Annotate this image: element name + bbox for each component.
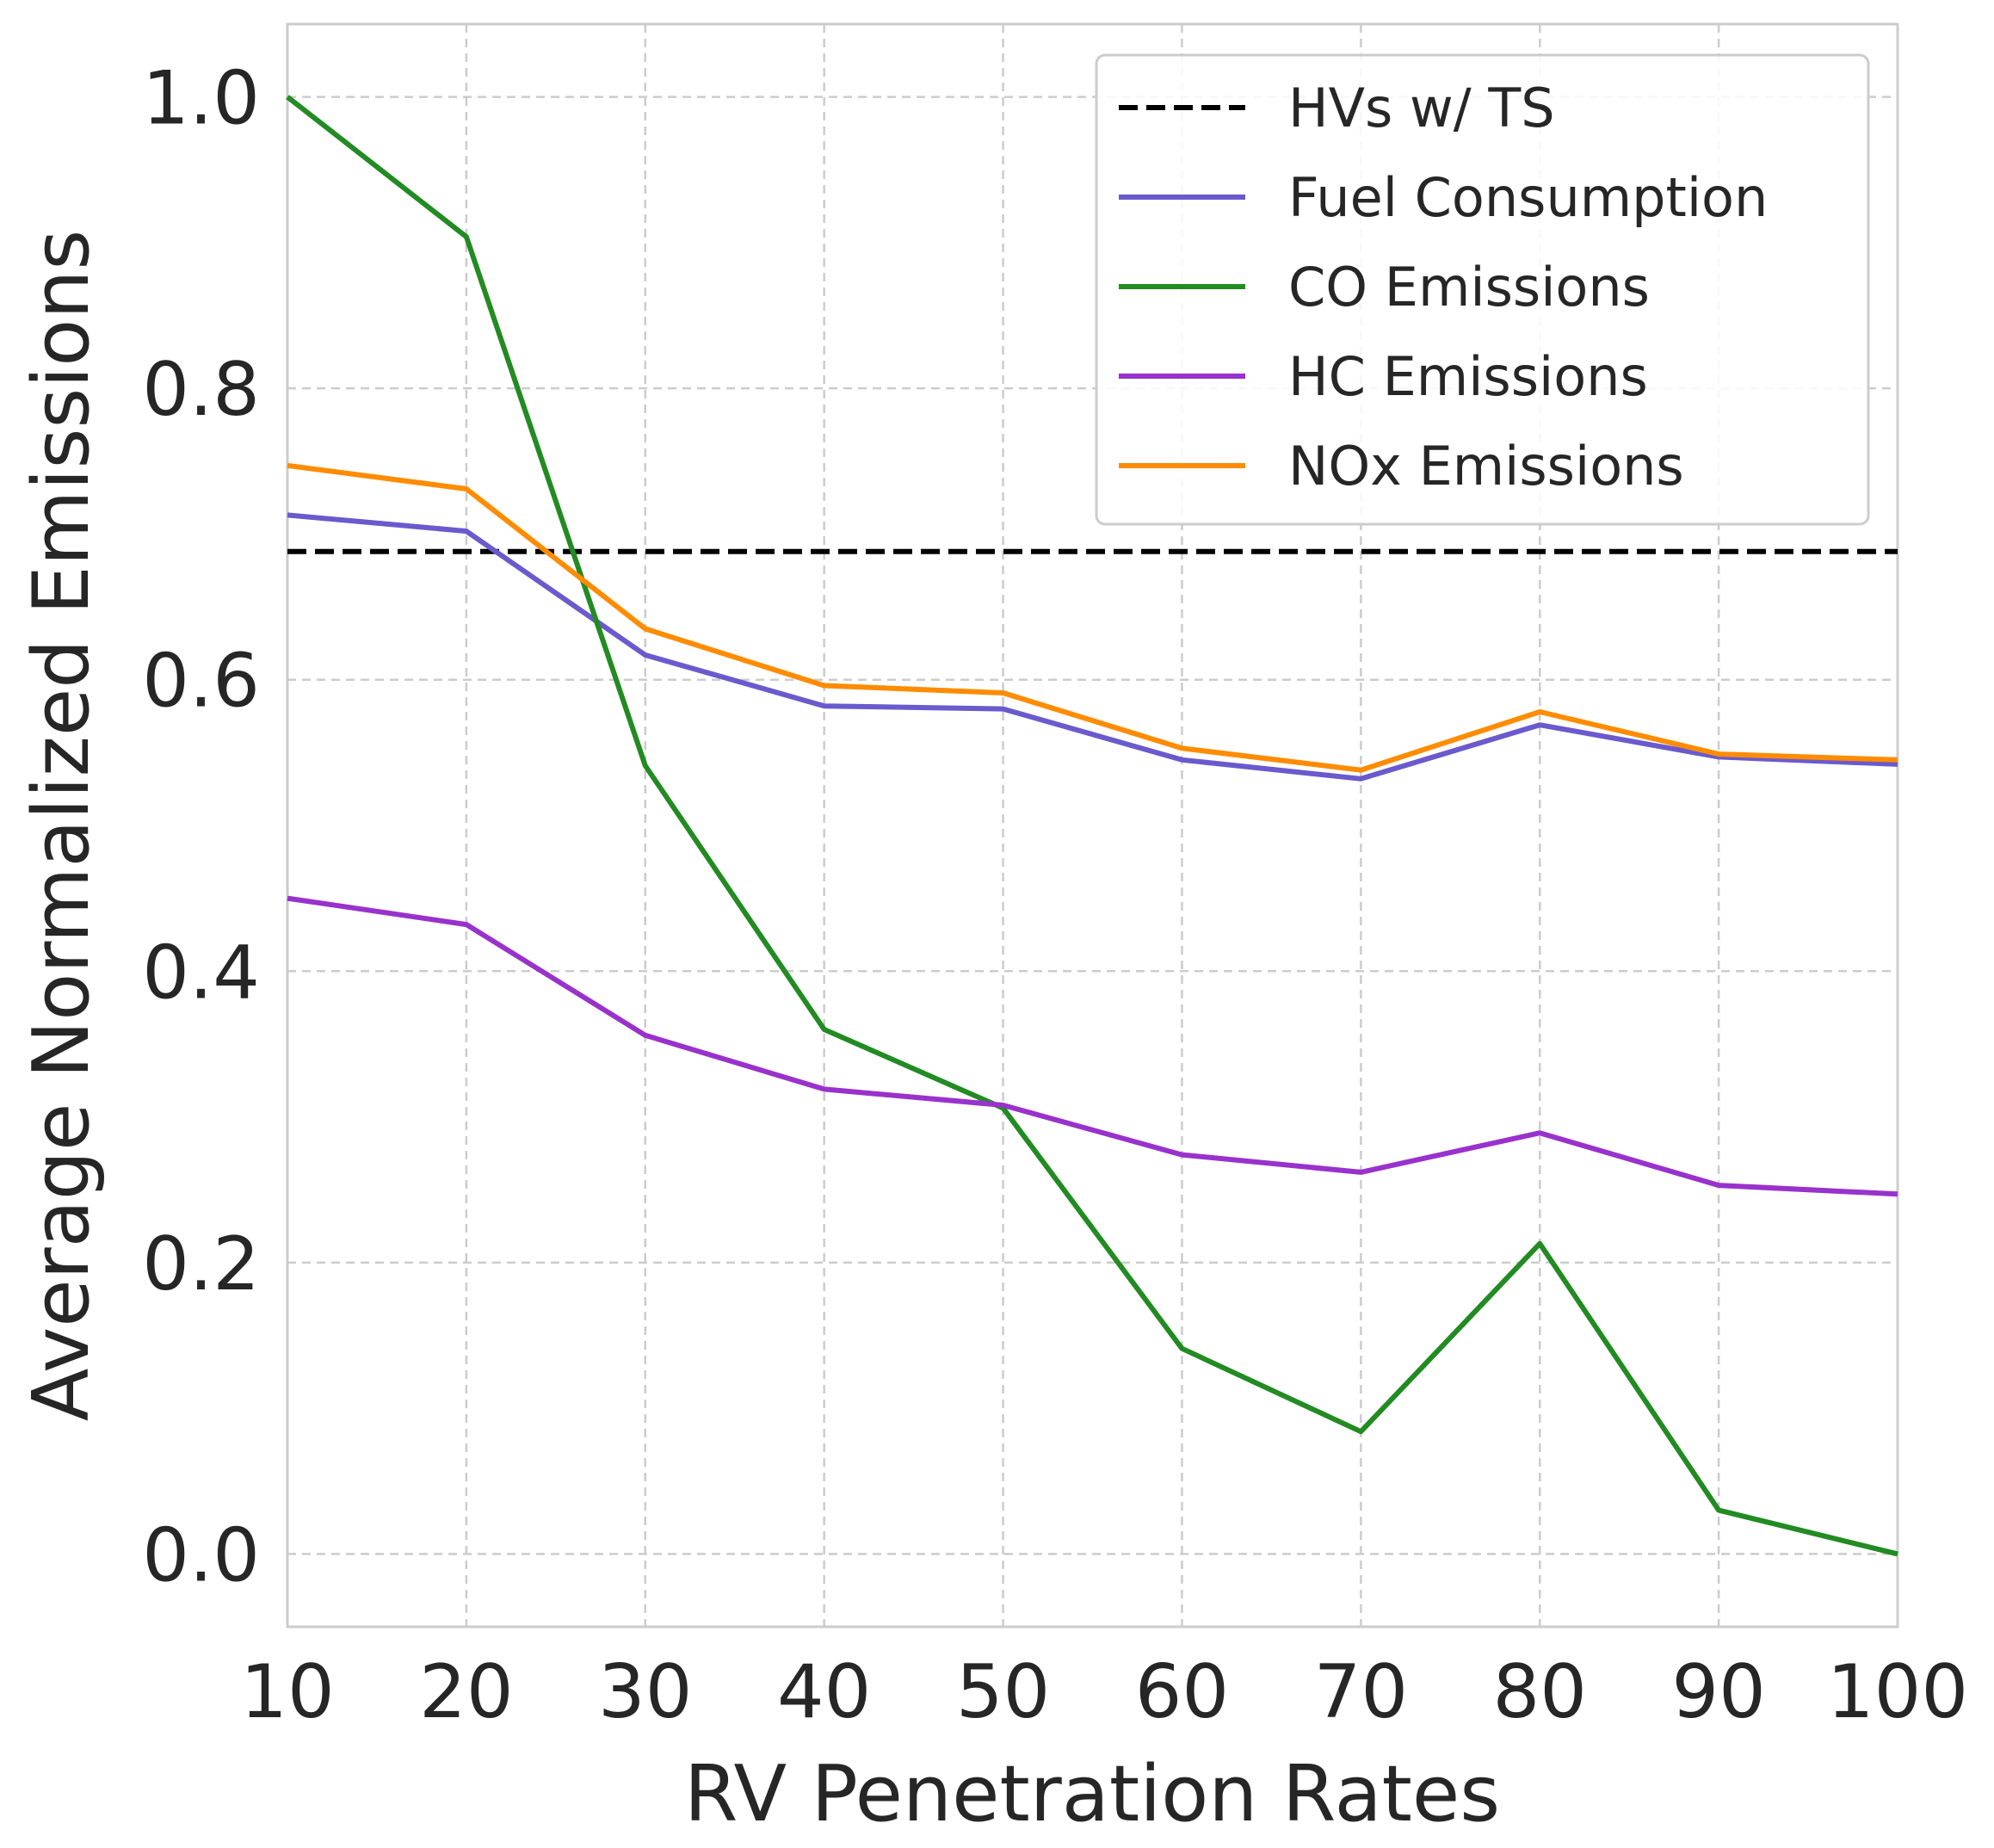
y-tick-label: 0.0 <box>142 1512 260 1598</box>
x-tick-label: 20 <box>419 1649 513 1735</box>
x-tick-label: 100 <box>1827 1649 1968 1735</box>
x-tick-label: 80 <box>1493 1649 1587 1735</box>
series-line <box>287 895 1898 1197</box>
series-line <box>287 462 1898 773</box>
legend-items: HVs w/ TS Fuel Consumption CO Emissions HC … <box>1119 77 1768 498</box>
x-tick-label: 50 <box>956 1649 1050 1735</box>
x-axis-ticks: 10 20 30 40 50 60 70 80 90 100 <box>240 1649 1968 1735</box>
x-tick-label: 10 <box>240 1649 334 1735</box>
series-line <box>287 512 1898 782</box>
legend: HVs w/ TS Fuel Consumption CO Emissions HC … <box>1095 53 1870 526</box>
series-line <box>286 95 1898 1557</box>
legend-label: HC Emissions <box>1288 345 1648 408</box>
x-tick-label: 90 <box>1671 1649 1765 1735</box>
y-tick-label: 1.0 <box>142 56 260 142</box>
y-tick-label: 0.8 <box>142 347 260 433</box>
series-lines <box>286 95 1898 1557</box>
y-axis-ticks: 0.0 0.2 0.4 0.6 0.8 1.0 <box>142 56 260 1599</box>
y-tick-label: 0.4 <box>142 930 260 1016</box>
y-tick-label: 0.6 <box>142 639 260 725</box>
legend-label: CO Emissions <box>1288 256 1650 318</box>
y-tick-label: 0.2 <box>142 1221 260 1307</box>
x-axis-label: RV Penetration Rates <box>684 1749 1500 1839</box>
legend-label: NOx Emissions <box>1288 435 1684 498</box>
legend-label: HVs w/ TS <box>1288 77 1555 139</box>
legend-box <box>1095 53 1870 526</box>
plot-area-frame <box>286 22 1899 1629</box>
x-tick-label: 60 <box>1135 1649 1229 1735</box>
x-tick-label: 40 <box>777 1649 871 1735</box>
legend-label: Fuel Consumption <box>1288 166 1768 229</box>
x-tick-label: 30 <box>598 1649 692 1735</box>
y-axis-label: Average Normalized Emissions <box>16 230 107 1422</box>
x-tick-label: 70 <box>1314 1649 1408 1735</box>
